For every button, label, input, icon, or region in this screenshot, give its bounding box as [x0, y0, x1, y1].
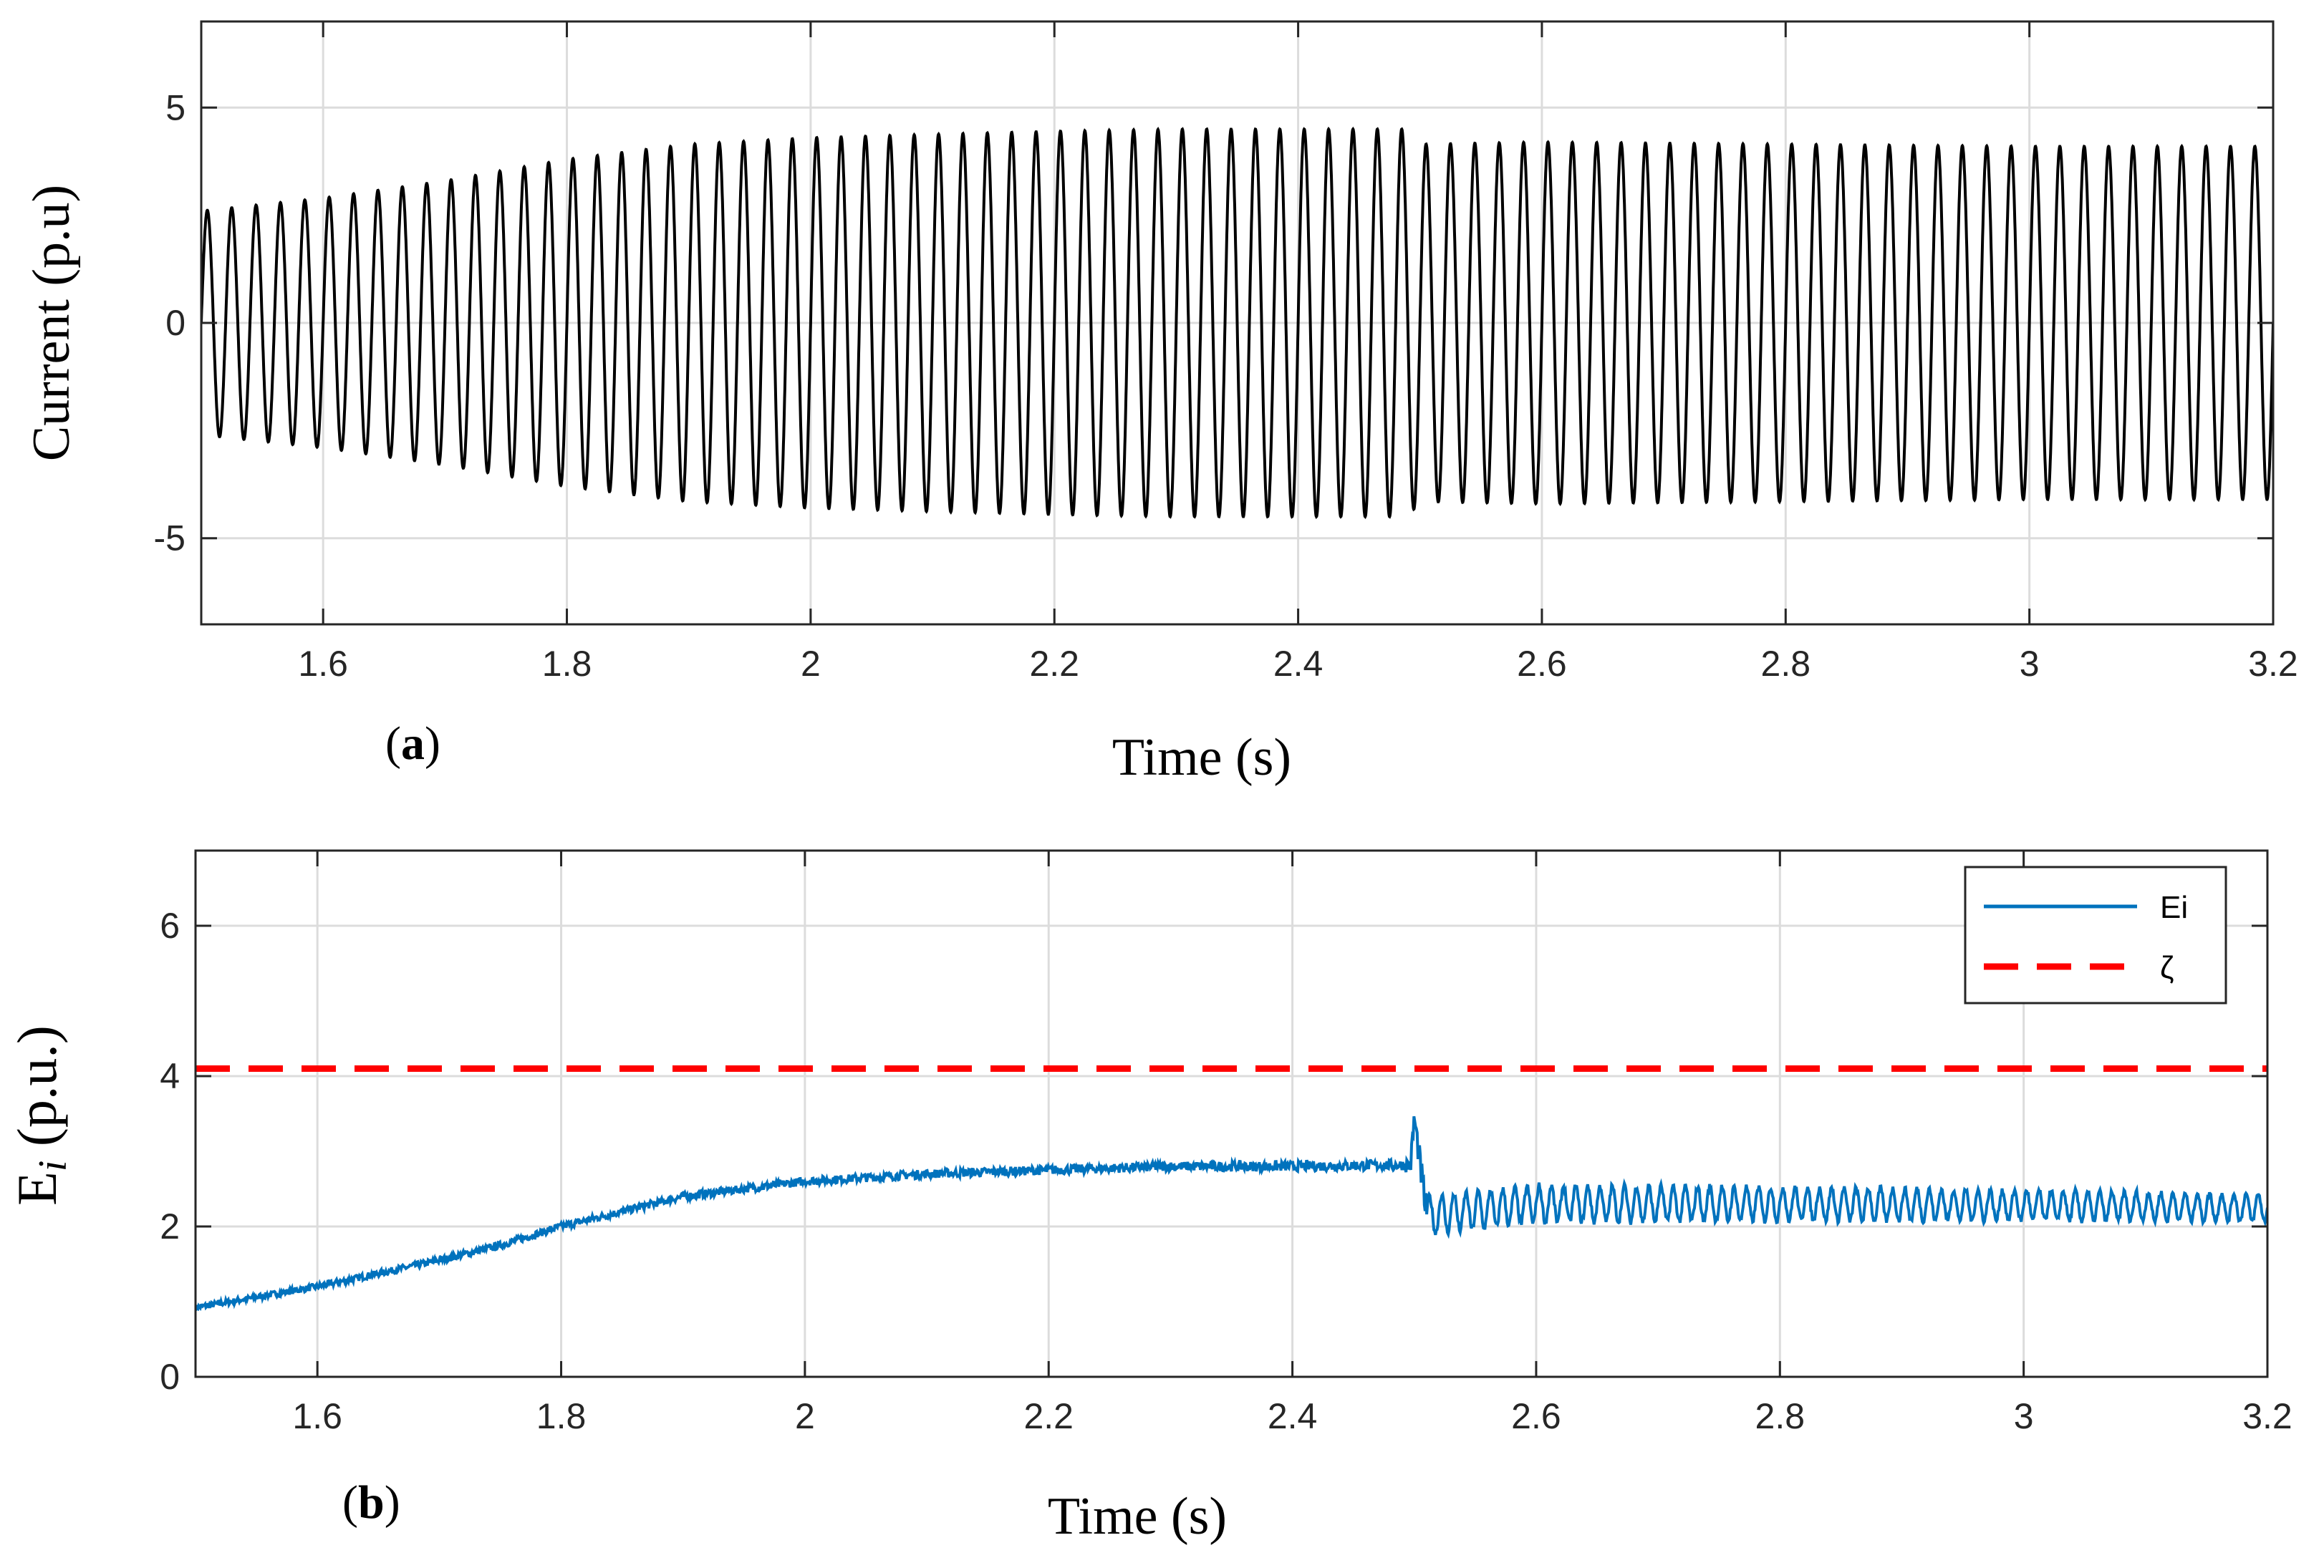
x-tick-label-b-1: 1.8 — [536, 1396, 587, 1436]
panel-label-b: (b) — [342, 1476, 400, 1529]
x-tick-label-a-5: 2.6 — [1517, 644, 1567, 684]
panel-letter-a: a — [401, 717, 425, 770]
y-axis-label-a: Current (p.u) — [22, 185, 81, 461]
panel-a-current: 1.6 1.8 2 2.2 2.4 2.6 2.8 3 3.2 -5 0 5 Time (s) Cur… — [22, 20, 2298, 787]
y-axis-label-b-subscript: i — [31, 1161, 75, 1172]
legend-box — [1964, 866, 2227, 1005]
axes-box-b — [194, 849, 2269, 1378]
x-axis-label-a: Time (s) — [1112, 728, 1291, 787]
plot-area-b — [196, 851, 2267, 1377]
y-axis-label-b: Ei (p.u.) — [6, 1025, 75, 1206]
x-axis-label-b: Time (s) — [1048, 1487, 1227, 1546]
panel-b-ei: 1.6 1.8 2 2.2 2.4 2.6 2.8 3 3.2 0 2 4 6 Time (s) Ei … — [6, 849, 2292, 1546]
x-tick-label-b-3: 2.2 — [1023, 1396, 1074, 1436]
x-tick-label-a-2: 2 — [801, 644, 821, 684]
current-waveform-line — [201, 126, 2273, 519]
x-tick-label-a-6: 2.8 — [1761, 644, 1811, 684]
ei-line — [196, 1115, 2267, 1312]
y-axis-label-b-base: E — [6, 1171, 68, 1206]
x-tick-label-a-4: 2.4 — [1273, 644, 1323, 684]
y-tick-label-a-1: 0 — [165, 303, 185, 343]
x-tick-label-a-0: 1.6 — [298, 644, 348, 684]
ticks-a: 1.6 1.8 2 2.2 2.4 2.6 2.8 3 3.2 -5 0 5 — [154, 21, 2298, 684]
legend: Ei ζ — [1964, 866, 2227, 1005]
x-tick-label-b-2: 2 — [795, 1396, 815, 1436]
x-tick-label-b-7: 3 — [2014, 1396, 2034, 1436]
panel-label-a: (a) — [385, 717, 440, 770]
x-tick-label-b-6: 2.8 — [1755, 1396, 1805, 1436]
y-tick-label-b-1: 2 — [160, 1206, 180, 1247]
x-tick-label-b-8: 3.2 — [2242, 1396, 2292, 1436]
y-tick-label-b-2: 4 — [160, 1056, 180, 1096]
x-tick-label-a-8: 3.2 — [2248, 644, 2298, 684]
legend-zeta-label: ζ — [2160, 950, 2174, 985]
y-axis-label-b-suffix: (p.u.) — [6, 1025, 68, 1160]
x-tick-label-b-0: 1.6 — [292, 1396, 342, 1436]
ticks-b: 1.6 1.8 2 2.2 2.4 2.6 2.8 3 3.2 0 2 4 6 — [160, 851, 2292, 1436]
x-tick-label-b-4: 2.4 — [1268, 1396, 1318, 1436]
y-tick-label-a-0: -5 — [154, 518, 185, 558]
y-tick-label-a-2: 5 — [165, 87, 185, 127]
x-tick-label-a-7: 3 — [2020, 644, 2040, 684]
panel-letter-b: b — [358, 1476, 385, 1529]
y-tick-label-b-3: 6 — [160, 906, 180, 946]
y-tick-label-b-0: 0 — [160, 1357, 180, 1397]
x-tick-label-a-1: 1.8 — [542, 644, 592, 684]
x-tick-label-a-3: 2.2 — [1029, 644, 1079, 684]
legend-ei-label: Ei — [2160, 890, 2188, 925]
x-tick-label-b-5: 2.6 — [1511, 1396, 1561, 1436]
